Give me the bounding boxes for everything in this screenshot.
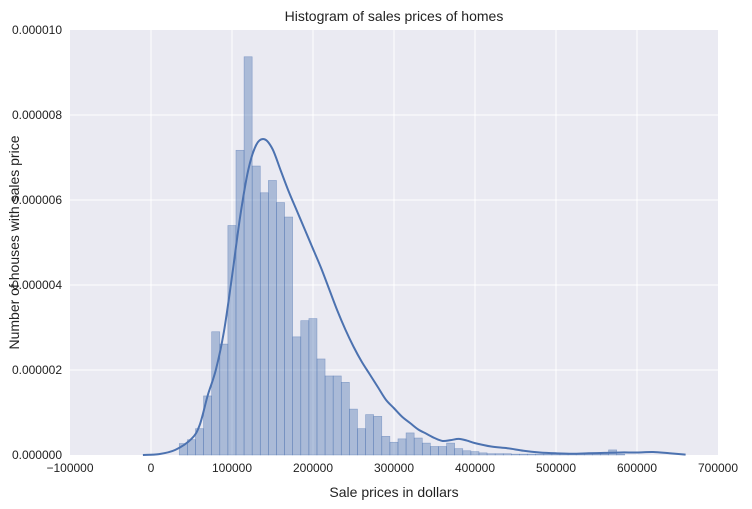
histogram-bar (381, 435, 391, 456)
x-tick-label: 400000 (455, 461, 495, 475)
histogram-bar (438, 446, 447, 456)
histogram-bar (413, 437, 423, 456)
x-axis-title: Sale prices in dollars (329, 484, 458, 500)
histogram-bar (535, 453, 545, 456)
histogram-bar (211, 331, 221, 456)
histogram-bar (259, 192, 269, 456)
chart-title: Histogram of sales prices of homes (285, 8, 504, 24)
histogram-bar (300, 320, 310, 456)
x-tick-label: 0 (148, 461, 155, 475)
histogram-bar (592, 453, 601, 456)
histogram-bar (219, 343, 229, 456)
histogram-bar (405, 432, 415, 456)
kde-curve (142, 138, 686, 456)
histogram-bar (502, 453, 512, 456)
histogram-bar (478, 452, 488, 456)
histogram-bar (332, 375, 342, 456)
histogram-bar (373, 416, 383, 456)
y-tick-label: 0.000002 (12, 363, 62, 377)
histogram-bar (357, 428, 366, 456)
y-tick-label: 0.000004 (12, 278, 62, 292)
y-tick-label: 0.000006 (12, 193, 62, 207)
x-tick-label: 700000 (698, 461, 738, 475)
histogram-bar (616, 453, 626, 456)
histogram-bars (178, 56, 626, 456)
histogram-bar (292, 336, 302, 456)
histogram-bar (446, 442, 455, 456)
x-tick-label: 300000 (374, 461, 414, 475)
histogram-bar (511, 453, 520, 456)
histogram-bar (251, 165, 261, 456)
histogram-bar (268, 180, 277, 456)
grid-lines (70, 30, 718, 455)
histogram-bar (462, 450, 472, 456)
histogram-bar (600, 453, 609, 456)
y-axis-title: Number of houses with sales price (6, 135, 22, 349)
histogram-bar (284, 216, 293, 456)
x-tick-label: −100000 (46, 461, 93, 475)
histogram-bar (316, 358, 326, 456)
histogram-bar (543, 453, 553, 456)
histogram-bar (365, 414, 374, 456)
histogram-bar (421, 442, 431, 456)
histogram-bar (397, 438, 407, 456)
y-axis-ticks: 0.000000 0.000002 0.000004 0.000006 0.000008… (12, 23, 62, 462)
histogram-bar (276, 202, 285, 456)
histogram-bar (243, 56, 253, 456)
histogram-bar (527, 453, 536, 456)
histogram-bar (389, 441, 399, 456)
x-axis-ticks: −100000 0 100000 200000 300000 400000 500000 60… (46, 461, 738, 475)
x-tick-label: 100000 (212, 461, 252, 475)
histogram-bar (494, 453, 504, 456)
y-tick-label: 0.000008 (12, 108, 62, 122)
histogram-bar (470, 451, 480, 456)
histogram-bar (308, 318, 318, 456)
x-tick-label: 500000 (536, 461, 576, 475)
x-tick-label: 200000 (293, 461, 333, 475)
histogram-bar (340, 382, 350, 456)
histogram-bar (519, 453, 528, 456)
histogram-bar (454, 448, 464, 456)
histogram-bar (486, 453, 496, 456)
y-tick-label: 0.000000 (12, 448, 62, 462)
x-tick-label: 600000 (617, 461, 657, 475)
histogram-bar (430, 446, 439, 456)
y-tick-label: 0.000010 (12, 23, 62, 37)
histogram-bar (324, 375, 334, 456)
histogram-bar (349, 408, 358, 456)
